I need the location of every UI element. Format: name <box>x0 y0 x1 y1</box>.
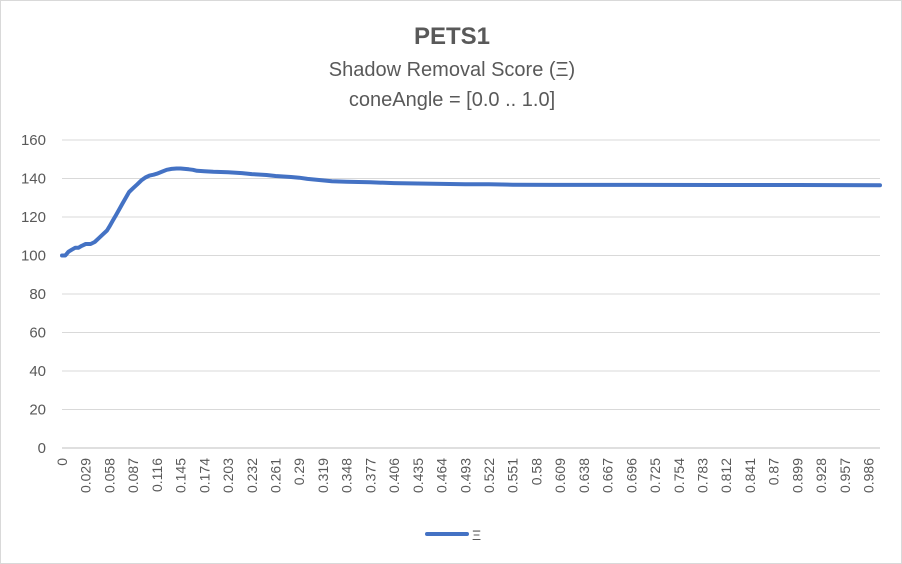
x-tick-label: 0.812 <box>718 458 734 493</box>
x-tick-label: 0.928 <box>813 458 829 493</box>
x-tick-label: 0.261 <box>267 458 283 493</box>
y-tick-label: 140 <box>21 171 46 188</box>
x-tick-label: 0.464 <box>434 458 450 493</box>
x-tick-label: 0.319 <box>315 458 331 493</box>
x-tick-label: 0.841 <box>742 458 758 493</box>
y-tick-label: 100 <box>21 248 46 265</box>
y-tick-label: 0 <box>38 440 46 457</box>
x-tick-label: 0.87 <box>766 458 782 485</box>
x-tick-label: 0.638 <box>576 458 592 493</box>
x-tick-label: 0.725 <box>647 458 663 493</box>
y-tick-label: 120 <box>21 209 46 226</box>
x-tick-label: 0.145 <box>173 458 189 493</box>
y-tick-label: 80 <box>29 286 46 303</box>
y-axis-ticks: 0 20 40 60 80 100 120 140 160 <box>21 132 46 457</box>
x-tick-label: 0.696 <box>623 458 639 493</box>
series-layer <box>60 166 882 258</box>
x-axis-ticks: 0 0.029 0.058 0.087 0.116 0.145 0.174 0.203 0.23… <box>54 458 877 493</box>
x-tick-label: 0.435 <box>410 458 426 493</box>
x-tick-label: 0.116 <box>149 458 165 492</box>
y-tick-label: 60 <box>29 325 46 342</box>
x-tick-label: 0.58 <box>528 458 544 485</box>
gridlines <box>62 139 880 449</box>
x-tick-label: 0.609 <box>552 458 568 493</box>
x-tick-label: 0.522 <box>481 458 497 493</box>
x-tick-label: 0.29 <box>291 458 307 485</box>
x-tick-label: 0.203 <box>220 458 236 493</box>
x-tick-label: 0.783 <box>694 458 710 493</box>
x-tick-label: 0.377 <box>362 458 378 493</box>
x-tick-label: 0 <box>54 458 70 466</box>
x-tick-label: 0.957 <box>837 458 853 493</box>
x-tick-label: 0.551 <box>505 458 521 493</box>
x-tick-label: 0.232 <box>244 458 260 493</box>
legend: Ξ <box>425 527 481 543</box>
x-tick-label: 0.348 <box>339 458 355 493</box>
x-tick-label: 0.087 <box>125 458 141 493</box>
y-tick-label: 40 <box>29 363 46 380</box>
x-tick-label: 0.667 <box>600 458 616 493</box>
x-tick-label: 0.406 <box>386 458 402 493</box>
chart-subtitle-2: coneAngle = [0.0 .. 1.0] <box>348 89 556 111</box>
y-tick-label: 20 <box>29 402 46 419</box>
series-line <box>60 166 882 258</box>
x-tick-label: 0.899 <box>789 458 805 493</box>
x-tick-label: 0.986 <box>861 458 877 493</box>
x-tick-label: 0.174 <box>196 458 212 493</box>
x-tick-label: 0.058 <box>101 458 117 493</box>
x-tick-label: 0.493 <box>457 458 473 493</box>
legend-label: Ξ <box>472 527 481 543</box>
x-tick-label: 0.029 <box>78 458 94 493</box>
y-tick-label: 160 <box>21 132 46 149</box>
x-tick-label: 0.754 <box>671 458 687 493</box>
chart-subtitle: Shadow Removal Score (Ξ) <box>328 59 576 81</box>
chart-title: PETS1 <box>413 23 491 50</box>
